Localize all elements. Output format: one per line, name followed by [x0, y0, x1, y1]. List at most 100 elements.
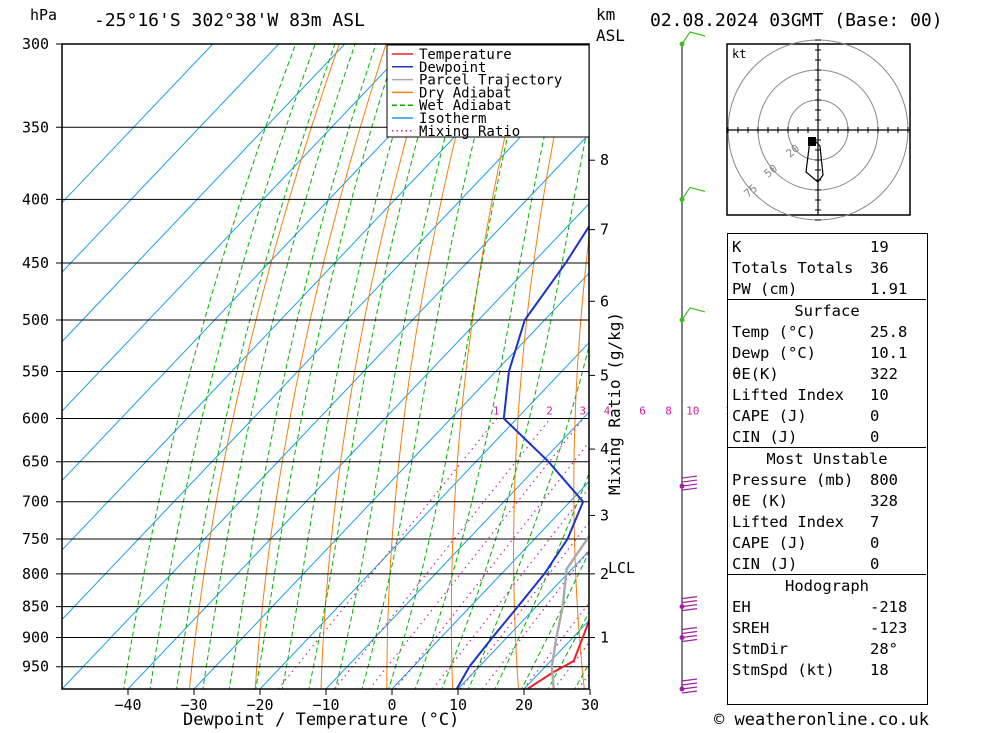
height-axis: 8 7 6 5 4 3 2 1 LCL	[589, 151, 635, 647]
wind-barb	[681, 307, 706, 321]
mixing-ratio-label: 6	[639, 404, 646, 417]
pressure-tick-label: 300	[22, 35, 49, 53]
wet-adiabat-line	[467, 344, 589, 689]
index-label: EH	[732, 597, 751, 616]
isotherm-line	[193, 272, 589, 689]
wind-barb-flag	[681, 626, 698, 631]
index-row: SREH -123	[728, 617, 926, 638]
index-section: Hodograph	[728, 574, 926, 596]
index-row: PW (cm) 1.91	[728, 278, 926, 300]
index-section-title: Most Unstable	[728, 447, 926, 469]
index-label: CIN (J)	[732, 554, 798, 573]
index-label: StmDir	[732, 639, 788, 658]
legend-label: Parcel Trajectory	[419, 73, 562, 89]
height-tick-label: 3	[600, 506, 609, 524]
datetime-title: 02.08.2024 03GMT (Base: 00)	[650, 10, 943, 31]
index-row: CAPE (J) 0	[728, 532, 926, 553]
index-value: 0	[870, 554, 880, 573]
index-value: 0	[870, 533, 880, 552]
isotherm-line	[457, 550, 589, 689]
location-title: -25°16'S 302°38'W 83m ASL	[94, 10, 365, 31]
series-temperature	[526, 617, 589, 689]
wind-barb-flag	[681, 682, 698, 686]
dry-adiabat-lines	[188, 26, 1000, 689]
x-tick-label: 20	[515, 696, 533, 714]
profile-series	[455, 224, 589, 689]
index-value: -218	[870, 597, 908, 616]
mixing-ratio-lines	[277, 418, 589, 689]
mixing-ratio-label: 1	[493, 404, 500, 417]
hodograph-unit-label: kt	[732, 47, 746, 61]
mixing-ratio-line	[459, 521, 589, 689]
index-label: Dewp (°C)	[732, 343, 816, 362]
isotherm-line	[325, 411, 589, 689]
isotherm-line	[62, 44, 346, 343]
series-parcel-trajectory	[550, 533, 589, 689]
height-tick-label: 2	[600, 565, 609, 583]
x-tick-label: 0	[387, 696, 396, 714]
dry-adiabat-line	[320, 44, 434, 689]
index-row: θE(K) 322	[728, 363, 926, 384]
height-tick-label: 6	[600, 292, 609, 310]
legend-label: Isotherm	[419, 111, 486, 127]
index-label: θE (K)	[732, 491, 788, 510]
mixing-ratio-line	[481, 549, 589, 689]
isotherm-line	[62, 44, 412, 412]
index-label: Temp (°C)	[732, 322, 816, 341]
isotherm-line	[391, 480, 589, 689]
wet-adiabat-line	[175, 44, 336, 689]
x-tick-label: 30	[581, 696, 599, 714]
isotherm-line	[62, 133, 589, 689]
dry-adiabat-line	[994, 26, 1000, 689]
indices-table: K 19 Totals Totals 36 PW (cm) 1.91 Surface Temp…	[728, 236, 926, 680]
index-label: Lifted Index	[732, 512, 844, 531]
index-value: 328	[870, 491, 898, 510]
wet-adiabat-line	[361, 44, 499, 689]
index-value: 0	[870, 406, 880, 425]
dry-adiabat-line	[386, 44, 481, 689]
height-tick-label: 1	[600, 629, 609, 647]
wet-adiabat-line	[494, 472, 589, 689]
dry-adiabat-line	[188, 44, 340, 689]
pressure-tick-label: 900	[22, 629, 49, 647]
wet-adiabat-line	[202, 44, 356, 689]
wet-adiabat-line	[547, 611, 589, 689]
wind-barb	[681, 31, 706, 45]
wind-barb-flag	[681, 678, 698, 682]
index-value: 10	[870, 385, 889, 404]
index-section: Most Unstable	[728, 447, 926, 469]
pressure-tick-label: 650	[22, 453, 49, 471]
wind-profile	[679, 31, 706, 694]
mixing-ratio-axis-title: Mixing Ratio (g/kg)	[605, 311, 624, 495]
x-tick-label: 10	[449, 696, 467, 714]
height-tick-label: 5	[600, 366, 609, 384]
wet-adiabat-lines	[123, 44, 589, 689]
index-label: Totals Totals	[732, 258, 854, 277]
index-section-title: Hodograph	[728, 574, 926, 596]
mixing-ratio-label: 4	[604, 404, 611, 417]
dry-adiabat-line	[573, 233, 589, 689]
index-row: CAPE (J) 0	[728, 405, 926, 426]
index-value: 36	[870, 258, 889, 277]
isotherm-line	[62, 44, 478, 482]
x-tick-label: −30	[180, 696, 207, 714]
index-value: 10.1	[870, 343, 908, 362]
pressure-tick-label: 500	[22, 311, 49, 329]
wind-barb-flag	[681, 604, 698, 608]
legend-label: Temperature	[419, 47, 512, 63]
isotherm-line	[62, 44, 280, 273]
index-row: Dewp (°C) 10.1	[728, 342, 926, 363]
mixing-ratio-line	[432, 487, 589, 689]
legend-label: Wet Adiabat	[419, 98, 512, 114]
index-label: K	[732, 237, 742, 256]
index-value: 28°	[870, 639, 898, 658]
mixing-ratio-line	[368, 418, 584, 689]
mixing-ratio-label: 8	[665, 404, 672, 417]
height-tick-label: 8	[600, 151, 609, 169]
pressure-tick-label: 550	[22, 362, 49, 380]
wet-adiabat-line	[281, 44, 421, 689]
isotherm-line	[62, 44, 214, 204]
pressure-tick-label: 950	[22, 658, 49, 676]
index-section: Surface	[728, 299, 926, 321]
